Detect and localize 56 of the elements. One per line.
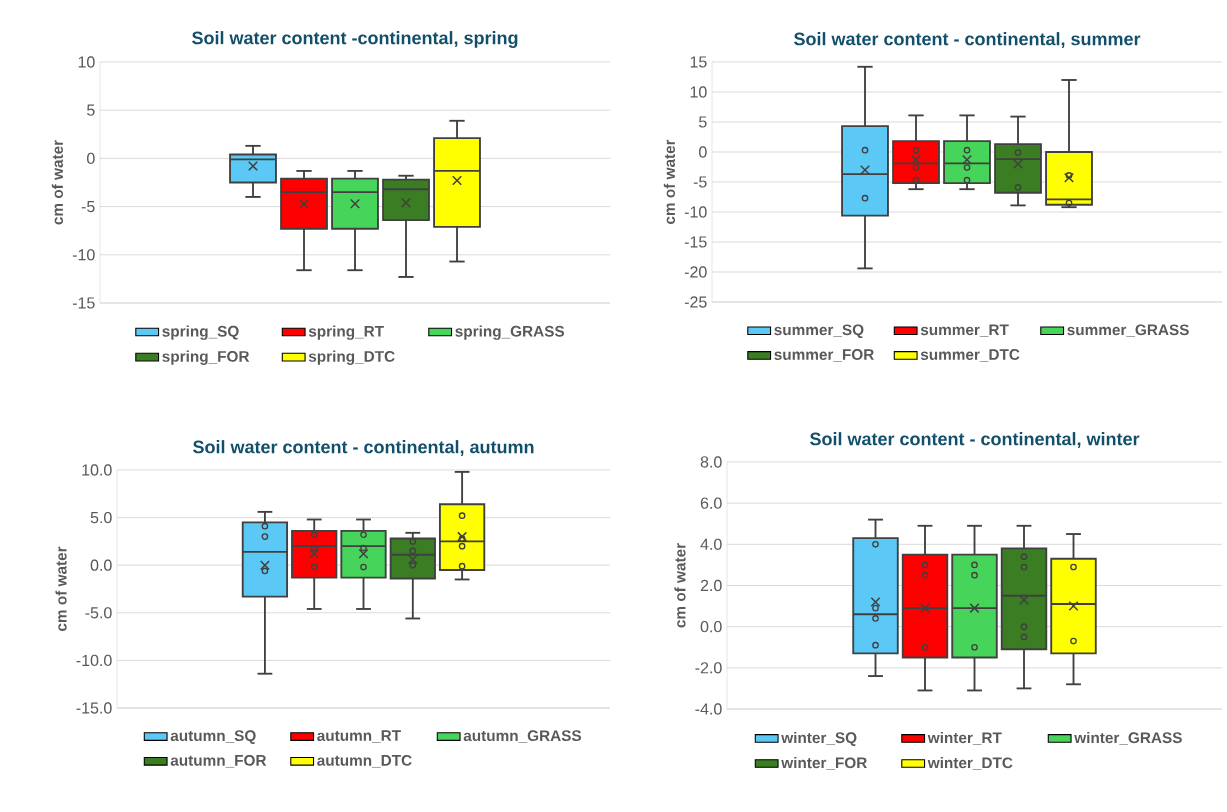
legend-label: autumn_GRASS <box>463 730 582 743</box>
y-axis-title: cm of water <box>674 543 686 628</box>
legend-label: summer_FOR <box>774 349 874 362</box>
chart-title: Soil water content - continental, winter <box>810 432 1140 448</box>
y-tick-label: -5.0 <box>85 607 112 619</box>
legend-label: summer_DTC <box>920 349 1020 362</box>
y-tick-label: -5 <box>693 176 707 188</box>
y-tick-label: 5 <box>87 104 95 116</box>
y-tick-label: -25 <box>684 296 707 308</box>
y-axis-title: cm of water <box>55 546 67 631</box>
y-tick-label: 10 <box>690 86 707 98</box>
legend-label: autumn_FOR <box>170 754 267 768</box>
y-tick-label: 5.0 <box>90 511 112 524</box>
y-tick-label: 5 <box>699 116 707 128</box>
y-tick-label: -10 <box>72 249 95 261</box>
y-tick-label: 10.0 <box>82 464 112 476</box>
legend-label: spring_SQ <box>162 325 239 340</box>
y-tick-label: 10 <box>78 56 95 68</box>
chart-title: Soil water content - continental, summer <box>794 32 1141 48</box>
y-tick-label: 0.0 <box>700 620 722 633</box>
y-tick-label: -15 <box>72 297 95 309</box>
legend-label: winter_GRASS <box>1074 731 1182 745</box>
y-axis-title: cm of water <box>51 140 64 225</box>
legend-label: summer_SQ <box>774 324 864 339</box>
y-tick-label: -15 <box>684 236 707 248</box>
legend-label: spring_FOR <box>162 350 250 365</box>
legend-label: autumn_SQ <box>170 730 256 744</box>
y-tick-label: 4.0 <box>700 538 722 550</box>
legend-label: winter_FOR <box>781 756 867 770</box>
legend-label: autumn_DTC <box>317 754 412 768</box>
legend-label: winter_SQ <box>781 731 857 746</box>
legend-label: spring_DTC <box>308 350 395 365</box>
y-axis-title: cm of water <box>663 139 676 224</box>
y-tick-label: -15.0 <box>76 702 112 714</box>
legend-label: winter_RT <box>927 731 1002 745</box>
y-tick-label: 2.0 <box>700 579 722 592</box>
y-tick-label: 0.0 <box>90 559 112 571</box>
y-tick-label: 0 <box>699 146 707 158</box>
y-tick-label: -4.0 <box>695 703 722 715</box>
y-tick-label: -5 <box>81 201 95 213</box>
y-tick-label: -20 <box>684 266 707 278</box>
legend-label: spring_RT <box>308 325 384 340</box>
y-tick-label: -10.0 <box>76 654 112 667</box>
y-tick-label: 0 <box>87 152 95 165</box>
y-tick-label: -2.0 <box>695 662 722 674</box>
y-tick-label: 8.0 <box>700 456 722 468</box>
y-tick-label: -10 <box>684 206 707 218</box>
legend-label: summer_RT <box>920 324 1009 337</box>
chart-title: Soil water content -continental, spring <box>192 31 518 48</box>
legend-label: winter_DTC <box>927 756 1013 770</box>
chart-title: Soil water content - continental, autumn <box>193 440 534 456</box>
y-tick-label: 6.0 <box>700 497 722 509</box>
y-tick-label: 15 <box>690 56 707 68</box>
legend-label: spring_GRASS <box>455 325 565 340</box>
legend-label: autumn_RT <box>317 730 401 743</box>
legend-label: summer_GRASS <box>1067 324 1189 337</box>
